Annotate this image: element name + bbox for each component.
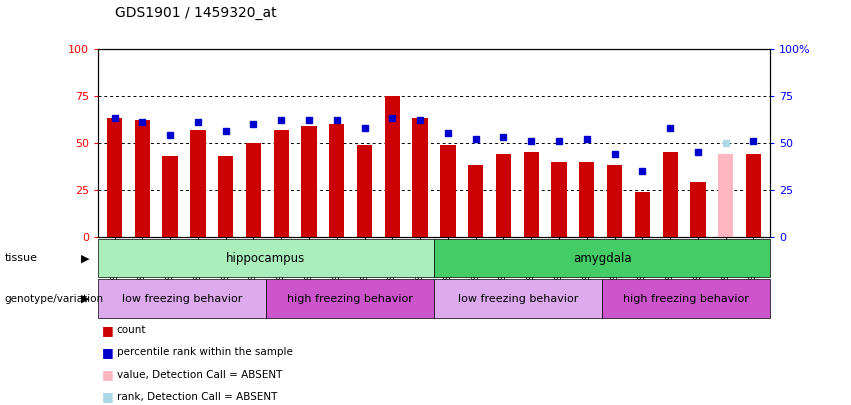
Text: count: count — [117, 325, 146, 335]
Bar — [607, 165, 622, 237]
Text: high freezing behavior: high freezing behavior — [623, 294, 749, 304]
Text: tissue: tissue — [4, 253, 37, 263]
Text: rank, Detection Call = ABSENT: rank, Detection Call = ABSENT — [117, 392, 277, 402]
Text: low freezing behavior: low freezing behavior — [458, 294, 578, 304]
Bar — [301, 126, 317, 237]
Bar — [551, 162, 567, 237]
Bar — [246, 143, 261, 237]
Bar — [385, 96, 400, 237]
Bar — [602, 279, 770, 318]
Bar — [134, 120, 150, 237]
Bar — [580, 162, 595, 237]
Text: ▶: ▶ — [81, 253, 89, 263]
Bar — [98, 239, 434, 277]
Text: amygdala: amygdala — [573, 252, 631, 265]
Text: high freezing behavior: high freezing behavior — [287, 294, 413, 304]
Bar — [718, 154, 734, 237]
Bar — [191, 130, 205, 237]
Text: ■: ■ — [102, 390, 114, 403]
Bar — [496, 154, 511, 237]
Bar — [690, 182, 705, 237]
Text: ▶: ▶ — [81, 294, 89, 304]
Bar — [745, 154, 761, 237]
Text: hippocampus: hippocampus — [226, 252, 306, 265]
Bar — [468, 165, 483, 237]
Bar — [163, 156, 178, 237]
Text: low freezing behavior: low freezing behavior — [122, 294, 242, 304]
Bar — [329, 124, 345, 237]
Text: ■: ■ — [102, 346, 114, 359]
Bar — [266, 279, 434, 318]
Bar — [98, 279, 266, 318]
Bar — [663, 152, 677, 237]
Text: GDS1901 / 1459320_at: GDS1901 / 1459320_at — [115, 6, 277, 20]
Text: genotype/variation: genotype/variation — [4, 294, 103, 304]
Text: ■: ■ — [102, 324, 114, 337]
Bar — [273, 130, 288, 237]
Bar — [434, 279, 602, 318]
Bar — [218, 156, 233, 237]
Bar — [434, 239, 770, 277]
Bar — [357, 145, 372, 237]
Bar — [413, 118, 428, 237]
Bar — [107, 118, 123, 237]
Bar — [440, 145, 455, 237]
Text: ■: ■ — [102, 368, 114, 381]
Bar — [523, 152, 539, 237]
Text: value, Detection Call = ABSENT: value, Detection Call = ABSENT — [117, 370, 282, 379]
Bar — [635, 192, 650, 237]
Text: percentile rank within the sample: percentile rank within the sample — [117, 347, 293, 357]
